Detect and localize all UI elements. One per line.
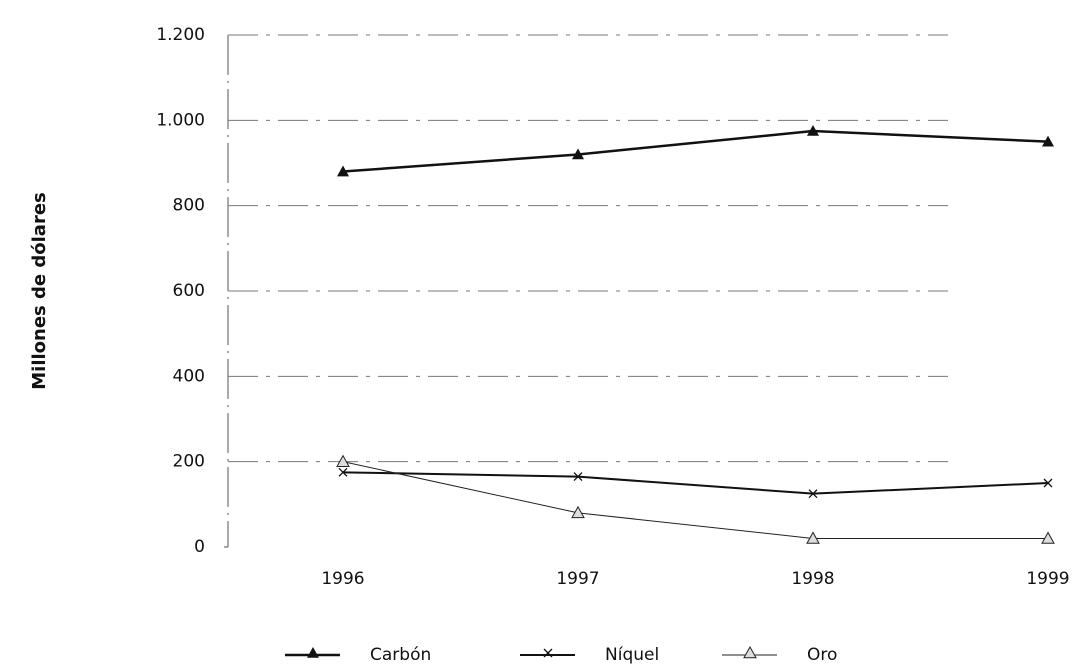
x-tick-label: 1998 [791,569,834,589]
x-tick-label: 1996 [321,569,364,589]
data-point [1042,135,1054,147]
x-tick-label: 1997 [556,569,599,589]
data-point [1043,478,1053,488]
x-tick-label: 1999 [1026,569,1069,589]
y-axis-title: Millones de dólares [29,192,50,390]
data-point [337,165,349,177]
data-point [808,489,818,499]
data-point [806,531,820,544]
y-tick-label: 1.000 [156,110,205,130]
data-point [572,148,584,160]
data-point [807,125,819,136]
series-line [342,471,1049,495]
data-point [573,472,583,482]
data-point [336,454,350,467]
y-tick-label: 200 [173,452,205,472]
legend-label: Níquel [605,645,659,665]
legend-marker [743,645,757,659]
series-line [342,461,1048,539]
series-line [342,129,1049,173]
legend-marker [307,647,319,658]
y-tick-label: 600 [173,281,205,301]
legend-marker [543,648,553,658]
y-tick-label: 0 [194,537,205,557]
y-tick-label: 400 [173,366,205,386]
legend-label: Oro [807,645,837,665]
data-point [571,505,585,519]
y-tick-label: 800 [173,196,205,216]
y-tick-label: 1.200 [156,25,205,45]
legend-label: Carbón [370,645,431,665]
data-point [1041,531,1055,544]
data-point [338,467,348,477]
